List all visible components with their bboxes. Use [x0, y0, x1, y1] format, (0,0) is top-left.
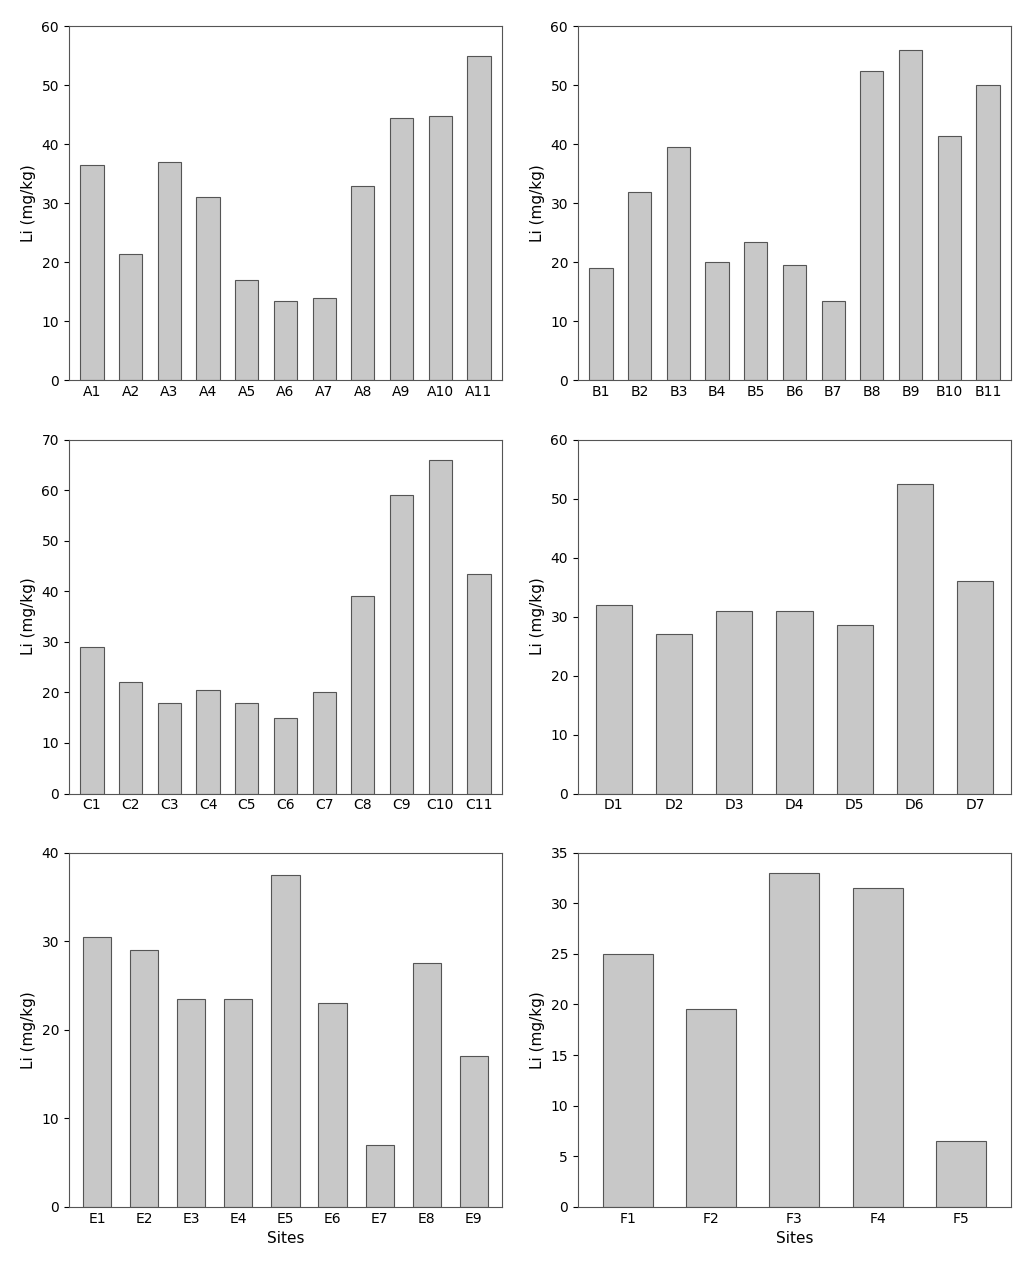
- Bar: [365, 1145, 394, 1206]
- Bar: [467, 56, 490, 380]
- Bar: [158, 702, 181, 793]
- Bar: [595, 604, 632, 793]
- Y-axis label: Li (mg/kg): Li (mg/kg): [529, 991, 545, 1068]
- Bar: [899, 49, 923, 380]
- Bar: [852, 888, 903, 1206]
- Bar: [770, 873, 819, 1206]
- Bar: [224, 998, 253, 1206]
- Y-axis label: Li (mg/kg): Li (mg/kg): [21, 165, 36, 242]
- Y-axis label: Li (mg/kg): Li (mg/kg): [21, 578, 36, 655]
- Bar: [313, 693, 335, 793]
- Bar: [413, 963, 441, 1206]
- Bar: [459, 1057, 488, 1206]
- Bar: [313, 298, 335, 380]
- Bar: [80, 165, 103, 380]
- Bar: [273, 717, 297, 793]
- Bar: [776, 611, 812, 793]
- Bar: [273, 300, 297, 380]
- Bar: [936, 1142, 987, 1206]
- Bar: [783, 265, 806, 380]
- Bar: [158, 162, 181, 380]
- Bar: [589, 269, 613, 380]
- Bar: [351, 597, 375, 793]
- Bar: [130, 950, 158, 1206]
- Bar: [80, 647, 103, 793]
- Y-axis label: Li (mg/kg): Li (mg/kg): [529, 165, 545, 242]
- Bar: [821, 300, 845, 380]
- Bar: [119, 683, 142, 793]
- Bar: [319, 1003, 347, 1206]
- Bar: [603, 954, 653, 1206]
- Bar: [837, 626, 873, 793]
- Bar: [686, 1010, 736, 1206]
- Bar: [351, 186, 375, 380]
- Bar: [196, 691, 220, 793]
- Bar: [716, 611, 752, 793]
- Bar: [957, 582, 993, 793]
- Bar: [628, 191, 651, 380]
- X-axis label: Sites: Sites: [266, 1232, 304, 1247]
- Bar: [390, 118, 413, 380]
- Bar: [196, 198, 220, 380]
- Bar: [271, 874, 299, 1206]
- Bar: [897, 484, 933, 793]
- Bar: [667, 147, 690, 380]
- Bar: [428, 460, 452, 793]
- Bar: [976, 85, 1000, 380]
- Bar: [235, 280, 258, 380]
- X-axis label: Sites: Sites: [776, 1232, 813, 1247]
- Y-axis label: Li (mg/kg): Li (mg/kg): [21, 991, 36, 1068]
- Bar: [428, 117, 452, 380]
- Bar: [83, 936, 111, 1206]
- Bar: [178, 998, 205, 1206]
- Bar: [390, 495, 413, 793]
- Bar: [656, 635, 692, 793]
- Bar: [706, 262, 729, 380]
- Bar: [861, 71, 883, 380]
- Bar: [119, 253, 142, 380]
- Bar: [744, 242, 768, 380]
- Bar: [467, 574, 490, 793]
- Bar: [235, 702, 258, 793]
- Bar: [938, 136, 961, 380]
- Y-axis label: Li (mg/kg): Li (mg/kg): [529, 578, 545, 655]
